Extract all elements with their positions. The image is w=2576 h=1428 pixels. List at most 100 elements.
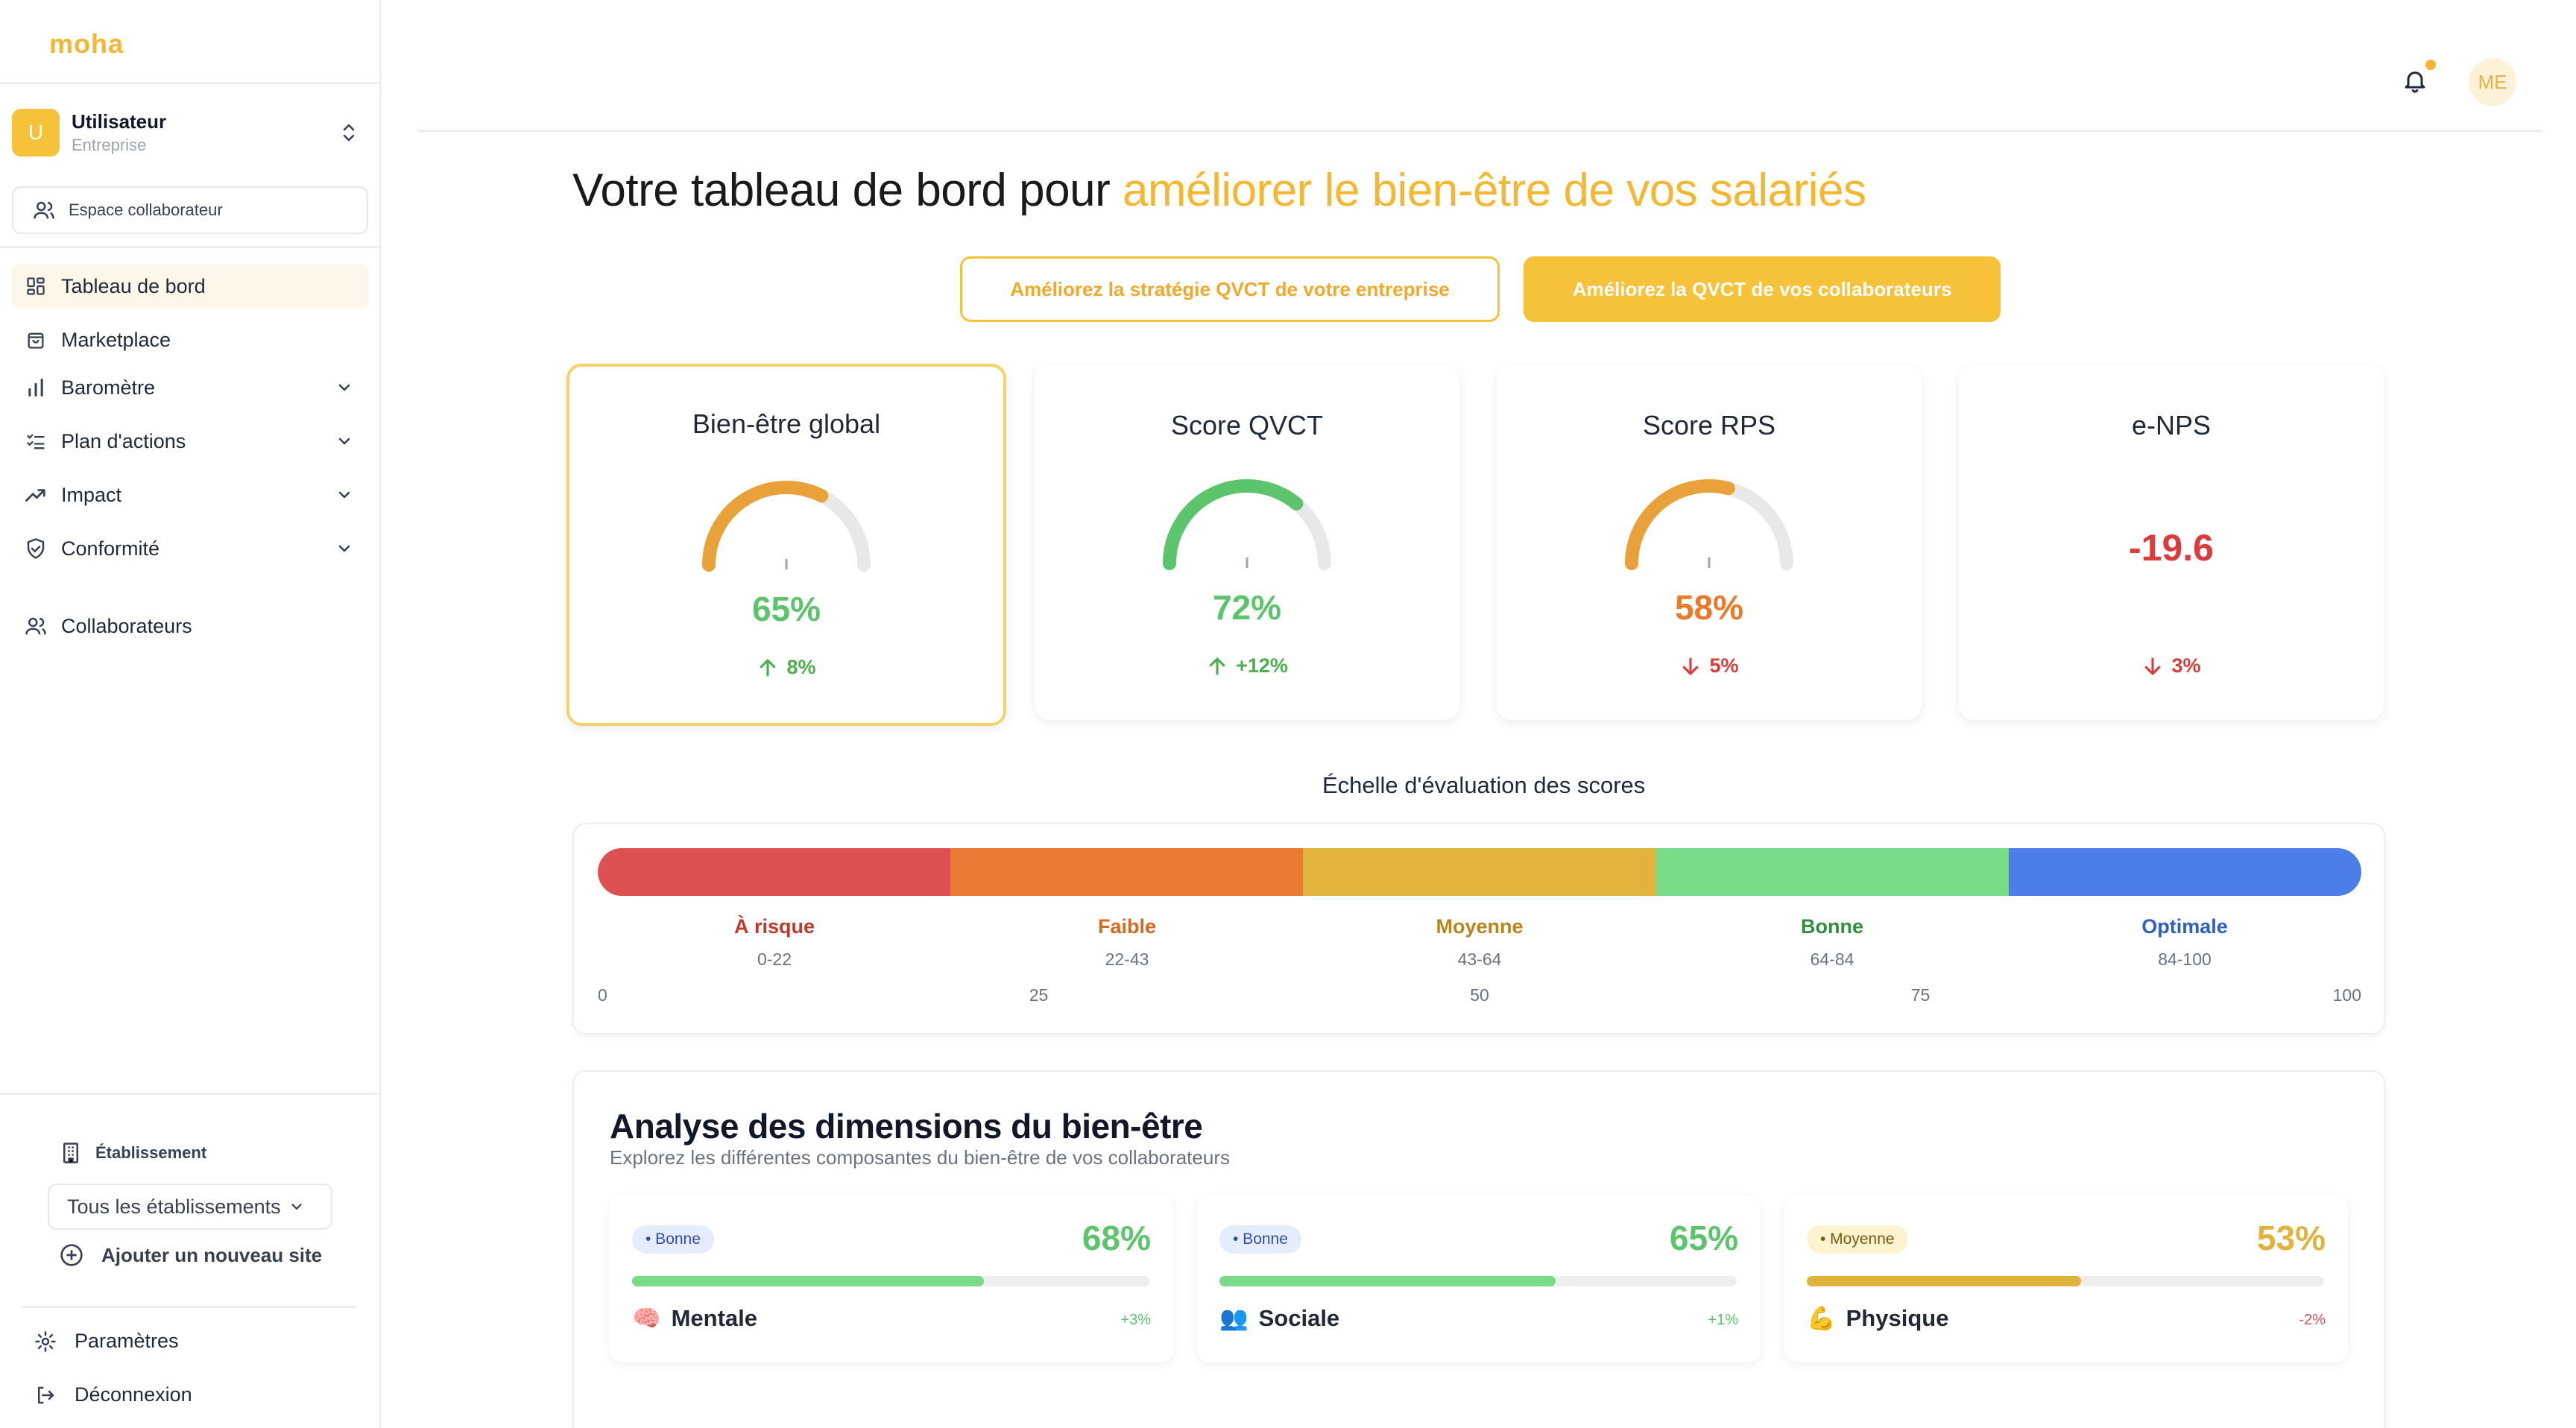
profile-avatar[interactable]: ME: [2469, 58, 2516, 106]
sidebar-divider: [0, 1093, 382, 1095]
score-card-qvct[interactable]: Score QVCT 72% +12%: [1035, 365, 1459, 720]
score-card-rps[interactable]: Score RPS 58% 5%: [1497, 365, 1922, 720]
scale-level-label: Moyenne: [1436, 915, 1524, 938]
score-title: Bien-être global: [692, 408, 881, 439]
dimension-card[interactable]: • Bonne 65% 👥 Sociale +1%: [1197, 1195, 1761, 1362]
trend-value: 8%: [786, 656, 816, 678]
bell-icon[interactable]: [2402, 66, 2428, 95]
scale-level-range: 43-64: [1457, 950, 1502, 969]
score-trend: 3%: [1959, 654, 2384, 677]
improve-collaborators-button[interactable]: Améliorez la QVCT de vos collaborateurs: [1524, 256, 2001, 322]
app-logo[interactable]: moha: [49, 28, 124, 59]
dimension-name: 🧠 Mentale: [632, 1304, 757, 1332]
score-card-enps[interactable]: e-NPS -19.6 3%: [1959, 365, 2384, 720]
scale-segment: [950, 848, 1304, 896]
status-badge: • Bonne: [1219, 1225, 1301, 1254]
scale-level-range: 22-43: [1105, 950, 1149, 969]
score-title: Score RPS: [1642, 410, 1776, 440]
dimension-label: Sociale: [1258, 1304, 1340, 1331]
arrow-down-icon: [2145, 657, 2161, 675]
score-scale: À risque 0-22 Faible 22-43 Moyenne 43-64 Bonne…: [572, 823, 2385, 1034]
score-trend: 5%: [1497, 654, 1922, 677]
sidebar-item-label: Plan d'actions: [61, 429, 186, 452]
scale-segment: [598, 848, 951, 896]
sidebar-item-label: Tableau de bord: [61, 274, 206, 297]
score-trend: 8%: [569, 656, 1003, 679]
settings-button[interactable]: Paramètres: [34, 1330, 179, 1353]
settings-label: Paramètres: [75, 1330, 179, 1352]
chevron-down-icon: [338, 437, 350, 445]
dimension-delta: +3%: [1120, 1312, 1151, 1328]
dimension-delta: +1%: [1708, 1312, 1738, 1328]
logout-icon: [38, 1386, 54, 1403]
chevron-up-down-icon: [343, 124, 355, 142]
logout-button[interactable]: Déconnexion: [34, 1383, 192, 1406]
shopping-bag-icon: [24, 328, 48, 352]
page-title-prefix: Votre tableau de bord pour: [572, 165, 1123, 216]
header-divider: [417, 130, 2542, 132]
bar-chart-icon: [24, 376, 48, 399]
establishment-select[interactable]: Tous les établissements: [48, 1184, 332, 1230]
building-icon: [63, 1143, 78, 1163]
sidebar-item-conformite[interactable]: Conformité: [12, 526, 368, 571]
scale-title-text: Échelle d'évaluation des scores: [1322, 772, 1646, 798]
gauge-track: [1625, 479, 1793, 570]
status-badge: • Bonne: [632, 1225, 714, 1254]
sidebar-item-label: Collaborateurs: [61, 614, 192, 637]
establishment-label: Établissement: [95, 1143, 207, 1162]
progress-fill: [632, 1276, 984, 1286]
score-trend: +12%: [1035, 654, 1459, 677]
checklist-icon: [24, 429, 48, 453]
trend-value: 5%: [1709, 654, 1739, 677]
score-title: Score QVCT: [1170, 410, 1324, 440]
dimensions-title: Analyse des dimensions du bien-être: [610, 1107, 1203, 1146]
scale-segment: [1303, 848, 1656, 896]
score-value: 72%: [1212, 588, 1282, 627]
sidebar-item-dashboard[interactable]: Tableau de bord: [12, 264, 368, 309]
dimension-card[interactable]: • Bonne 68% 🧠 Mentale +3%: [610, 1195, 1173, 1362]
gauge-fill: [702, 481, 829, 572]
gauge-track: [1163, 479, 1331, 570]
arrow-up-icon: [760, 658, 776, 677]
progress-track: [632, 1276, 1149, 1286]
scale-level-label: Faible: [1097, 915, 1157, 938]
dimension-card[interactable]: • Moyenne 53% 💪 Physique -2%: [1784, 1195, 2348, 1362]
dimension-delta: -2%: [2299, 1312, 2326, 1328]
progress-fill: [1807, 1276, 2081, 1286]
gauge-fill: [1625, 479, 1735, 570]
user-role: Entreprise: [72, 136, 147, 154]
plus-circle-icon: [60, 1244, 83, 1266]
sidebar-divider: [0, 246, 382, 248]
trend-value: 3%: [2171, 654, 2201, 677]
progress-track: [1219, 1276, 1737, 1286]
sidebar-item-barometre[interactable]: Baromètre: [12, 365, 368, 410]
score-card-wellbeing[interactable]: Bien-être global 65% 8%: [566, 364, 1006, 726]
add-site-label: Ajouter un nouveau site: [101, 1243, 323, 1266]
sidebar-item-label: Conformité: [61, 537, 160, 560]
sidebar-item-collaborateurs[interactable]: Collaborateurs: [12, 604, 368, 648]
dimension-emoji-icon: 💪: [1807, 1305, 1836, 1331]
add-site-button[interactable]: Ajouter un nouveau site: [60, 1243, 322, 1267]
improve-strategy-button[interactable]: Améliorez la stratégie QVCT de votre ent…: [960, 256, 1500, 322]
scale-tick: 50: [1470, 985, 1489, 1005]
dimension-name: 👥 Sociale: [1219, 1304, 1339, 1332]
sidebar-item-impact[interactable]: Impact: [12, 473, 368, 517]
user-name: Utilisateur: [72, 110, 167, 133]
sidebar-item-label: Baromètre: [61, 376, 156, 399]
user-switcher[interactable]: U Utilisateur Entreprise: [12, 107, 370, 158]
score-value: 65%: [751, 590, 821, 628]
score-value: 58%: [1674, 588, 1744, 627]
dimension-emoji-icon: 👥: [1219, 1305, 1248, 1331]
sidebar-item-plan-actions[interactable]: Plan d'actions: [12, 419, 368, 464]
chevron-down-icon: [338, 384, 350, 391]
progress-track: [1807, 1276, 2324, 1286]
grid-icon: [24, 274, 48, 298]
sidebar-item-label: Marketplace: [61, 328, 171, 351]
collaborator-space-button[interactable]: Espace collaborateur: [12, 186, 368, 234]
sidebar-item-marketplace[interactable]: Marketplace: [12, 317, 368, 362]
dimension-label: Physique: [1846, 1304, 1949, 1331]
users-icon: [34, 201, 54, 219]
arrow-up-icon: [1209, 657, 1225, 675]
scale-level-label: À risque: [733, 915, 815, 938]
scale-level-label: Bonne: [1801, 915, 1863, 938]
